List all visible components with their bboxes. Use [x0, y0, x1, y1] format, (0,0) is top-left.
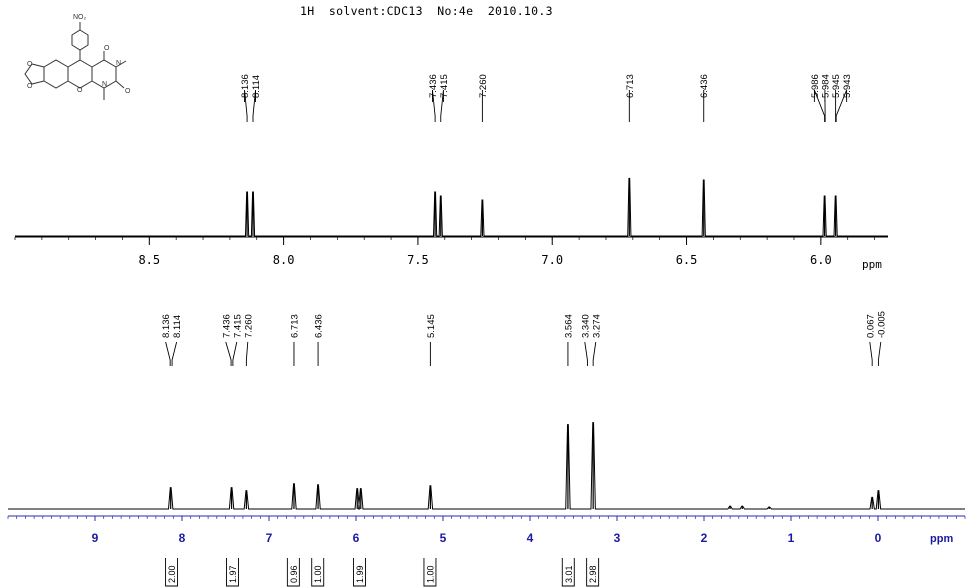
nitro-label: NO₂ — [73, 14, 87, 21]
integration-bracket — [286, 558, 300, 587]
tick-label: 3 — [614, 531, 621, 545]
tick-label: 7.5 — [407, 253, 429, 267]
atom-label: O — [27, 83, 33, 90]
molecular-structure — [24, 22, 127, 100]
peak-leader-line — [592, 341, 597, 366]
tick-label: 2 — [701, 531, 708, 545]
peak-leader-line — [813, 89, 826, 122]
atom-label: N — [116, 60, 121, 67]
tick-label: 6 — [353, 531, 360, 545]
page-title: 1H solvent:CDC13 No:4e 2010.10.3 — [300, 4, 553, 18]
peak-label: 8.136 — [240, 74, 251, 98]
peak-label: 7.260 — [243, 314, 254, 338]
peak-leader-line — [165, 341, 171, 366]
tick-label: 7.0 — [541, 253, 563, 267]
peak-leader-line — [440, 89, 444, 122]
spectrum-trace — [15, 177, 888, 237]
tick-label: 4 — [527, 531, 534, 545]
atom-label: N — [102, 81, 107, 88]
peak-label: 6.436 — [314, 314, 325, 338]
atom-label: O — [104, 45, 110, 52]
spectrum-trace — [8, 422, 965, 510]
spectrum-full: 9 8 7 6 5 4 3 2 1 0 ppm 8.136 8.114 7.436 7.415 7.260 6.… — [7, 311, 966, 587]
peak-label: 3.340 — [580, 314, 591, 338]
tick-label: 6.5 — [676, 253, 698, 267]
integration-value: 1.97 — [228, 565, 238, 583]
peak-label: 7.415 — [232, 314, 243, 338]
integration-value: 2.98 — [588, 565, 598, 583]
tick-label: 8.5 — [138, 253, 160, 267]
tick-label: 1 — [788, 531, 795, 545]
tick-label: 8 — [179, 531, 186, 545]
integration-value: 3.01 — [564, 565, 574, 583]
peak-label: 7.436 — [221, 314, 232, 338]
integration-bracket — [423, 558, 437, 587]
peak-leader-line — [877, 341, 882, 366]
peak-leader-line — [835, 89, 848, 122]
peak-leader-line — [431, 89, 436, 122]
peak-label: 5.943 — [842, 74, 853, 98]
peak-label: 7.436 — [428, 74, 439, 98]
x-axis-label: ppm — [930, 533, 953, 545]
peak-label: 5.145 — [426, 314, 437, 338]
integration-bracket — [226, 558, 239, 587]
atom-label: O — [27, 61, 33, 68]
integration-bracket — [586, 558, 600, 587]
peak-label: 5.984 — [820, 74, 831, 98]
peak-label: 6.436 — [699, 74, 710, 98]
tick-label: 9 — [92, 531, 99, 545]
integration-value: 1.00 — [425, 565, 435, 583]
peak-label: 7.260 — [478, 74, 489, 98]
peak-label: -0.005 — [876, 311, 887, 338]
peak-label: 6.713 — [625, 74, 636, 98]
integration-bracket — [165, 558, 179, 587]
atom-label: O — [125, 88, 131, 95]
structure-labels: NO₂ O N O N O O O — [27, 14, 131, 95]
integration-bracket — [311, 558, 325, 587]
atom-label: O — [77, 87, 83, 94]
peak-leader-line — [252, 89, 256, 122]
peak-leader-line — [225, 341, 232, 366]
integration-bracket — [353, 558, 366, 587]
peak-leader-line — [244, 89, 248, 122]
peak-label: 5.945 — [831, 74, 842, 98]
tick-label: 8.0 — [273, 253, 295, 267]
spectrum-expanded: 8.5 8.0 7.5 7.0 6.5 6.0 ppm 8.136 8.114 7.436 7.41… — [14, 74, 888, 271]
integration-value: 2.00 — [167, 565, 177, 583]
peak-leader-line — [232, 341, 238, 366]
peak-label: 8.114 — [251, 75, 262, 98]
peak-leader-line — [245, 341, 249, 366]
integration-value: 0.96 — [289, 565, 299, 583]
peak-label: 3.564 — [563, 314, 574, 338]
tick-label: 6.0 — [810, 253, 832, 267]
peak-label: 0.067 — [865, 314, 876, 338]
peak-leader-line — [584, 341, 588, 366]
integration-value: 1.99 — [355, 565, 365, 583]
peak-leader-line — [869, 341, 873, 366]
peak-label: 7.415 — [439, 74, 450, 98]
peak-label: 3.274 — [591, 314, 602, 338]
integration-value: 1.00 — [313, 565, 323, 583]
peak-label: 5.986 — [810, 74, 821, 98]
peak-label: 6.713 — [289, 314, 300, 338]
tick-label: 0 — [875, 531, 882, 545]
x-axis-label: ppm — [862, 258, 882, 271]
peak-leader-line — [171, 341, 178, 366]
integration-bracket — [561, 558, 575, 587]
tick-label: 5 — [440, 531, 447, 545]
peak-label: 8.136 — [161, 314, 172, 338]
tick-label: 7 — [266, 531, 273, 545]
peak-label: 8.114 — [172, 315, 183, 338]
